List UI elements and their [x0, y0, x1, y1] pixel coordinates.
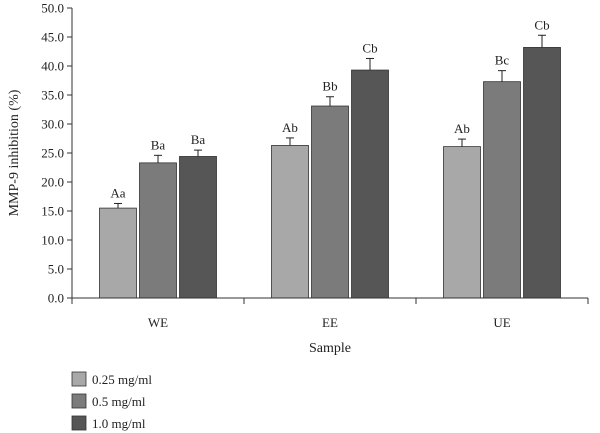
bar-significance-label: Cb: [362, 40, 377, 55]
bar: [139, 162, 177, 299]
y-tick-label: 40.0: [41, 59, 64, 74]
x-axis-ticks: WE EE UE: [71, 298, 589, 330]
y-tick-label: 35.0: [41, 88, 64, 103]
x-tick-label: UE: [493, 315, 510, 330]
bar-significance-label: Ab: [454, 121, 470, 136]
y-tick-label: 45.0: [41, 30, 64, 45]
y-tick-label: 5.0: [48, 262, 64, 277]
legend-swatch: [71, 393, 87, 409]
bar: [271, 145, 309, 299]
bar: [483, 81, 521, 299]
bar-significance-label: Aa: [110, 185, 125, 200]
y-tick-label: 25.0: [41, 146, 64, 161]
legend-label: 0.5 mg/ml: [92, 394, 146, 409]
bar-significance-label: Cb: [534, 17, 549, 32]
x-tick-label: WE: [148, 315, 168, 330]
y-tick-label: 20.0: [41, 175, 64, 190]
bar-significance-label: Ba: [151, 137, 166, 152]
x-axis-title: Sample: [309, 341, 351, 356]
legend-swatch: [71, 371, 87, 387]
bar: [311, 105, 349, 299]
bar-significance-label: Ba: [191, 132, 206, 147]
y-tick-label: 30.0: [41, 117, 64, 132]
y-tick-label: 15.0: [41, 204, 64, 219]
legend-label: 0.25 mg/ml: [92, 372, 152, 387]
y-tick-label: 0.0: [48, 291, 64, 306]
y-axis-title: MMP-9 inhibition (%): [7, 89, 22, 216]
x-tick-label: EE: [322, 315, 338, 330]
bar-significance-label: Bb: [322, 79, 337, 94]
bar-significance-label: Ab: [282, 120, 298, 135]
bar: [99, 207, 137, 299]
legend: 0.25 mg/ml 0.5 mg/ml 1.0 mg/ml: [71, 371, 152, 431]
bars: Aa Ba Ba Ab Bb Cb Ab Bc Cb: [99, 17, 561, 299]
legend-label: 1.0 mg/ml: [92, 416, 146, 431]
bar-significance-label: Bc: [495, 53, 510, 68]
y-axis-ticks: 0.0 5.0 10.0 15.0 20.0 25.0 30.0 35.0 40.0 45.0 50…: [41, 1, 72, 306]
bar: [443, 146, 481, 299]
bar: [523, 47, 561, 299]
y-tick-label: 50.0: [41, 1, 64, 16]
legend-swatch: [71, 415, 87, 431]
y-tick-label: 10.0: [41, 233, 64, 248]
bar: [179, 156, 217, 299]
bar: [351, 69, 389, 299]
